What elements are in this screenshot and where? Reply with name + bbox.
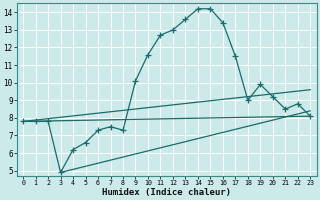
X-axis label: Humidex (Indice chaleur): Humidex (Indice chaleur) (102, 188, 231, 197)
